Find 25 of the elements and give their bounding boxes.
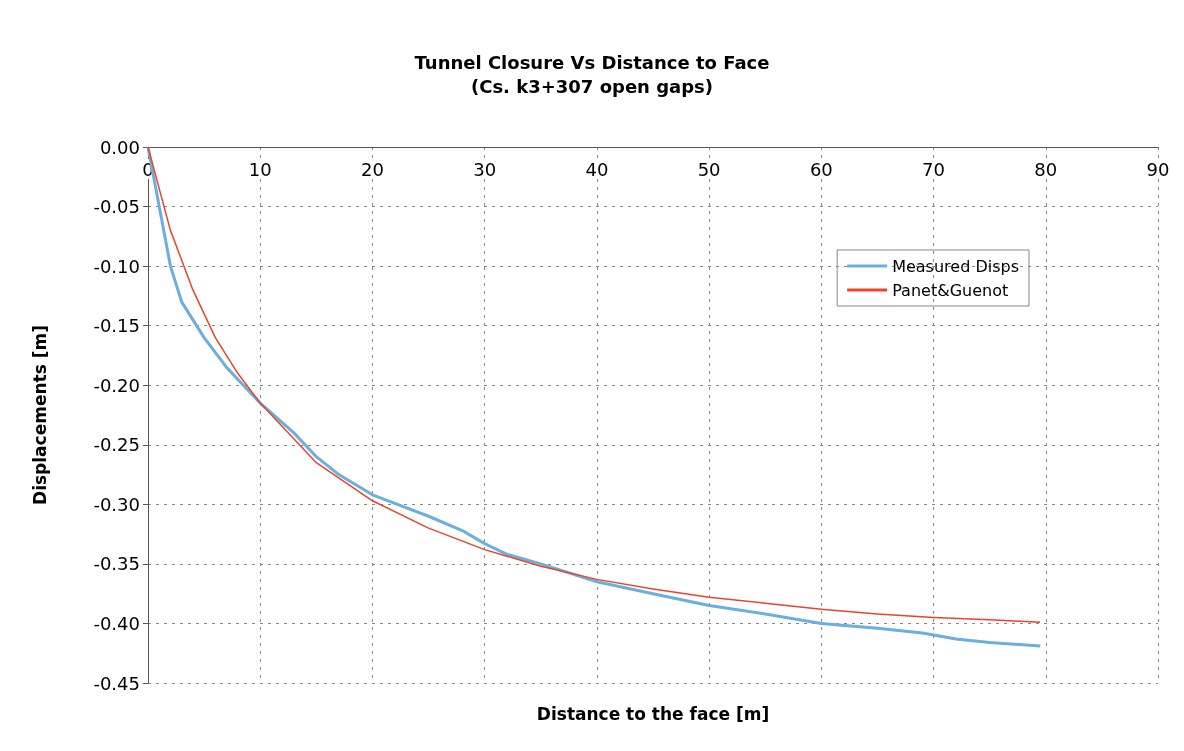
chart-title: Tunnel Closure Vs Distance to Face xyxy=(414,51,770,73)
y-tick-label: -0.20 xyxy=(93,374,140,396)
x-tick-label: 50 xyxy=(697,158,721,180)
legend-label: Measured Disps xyxy=(892,256,1020,276)
y-tick-label: 0.00 xyxy=(99,136,140,158)
x-tick-label: 60 xyxy=(809,158,833,180)
x-tick-label: 70 xyxy=(922,158,946,180)
x-tick-label: 20 xyxy=(360,158,384,180)
x-tick-label: 10 xyxy=(248,158,272,180)
y-tick-label: -0.30 xyxy=(93,493,140,515)
y-tick-label: -0.15 xyxy=(93,315,140,337)
y-tick-label: -0.05 xyxy=(93,196,140,218)
y-tick-label: -0.40 xyxy=(93,612,140,634)
y-tick-label: -0.35 xyxy=(93,553,140,575)
chart-subtitle: (Cs. k3+307 open gaps) xyxy=(470,75,714,97)
y-axis-title: Displacements [m] xyxy=(29,325,50,505)
x-tick-label: 80 xyxy=(1034,158,1058,180)
x-tick-label: 40 xyxy=(585,158,609,180)
y-tick-label: -0.10 xyxy=(93,255,140,277)
x-tick-label: 90 xyxy=(1146,158,1170,180)
y-tick-label: -0.25 xyxy=(93,434,140,456)
x-tick-label: 30 xyxy=(473,158,497,180)
legend-label: Panet&Guenot xyxy=(892,280,1009,300)
x-axis-title: Distance to the face [m] xyxy=(536,703,770,724)
y-tick-label: -0.45 xyxy=(93,672,140,694)
